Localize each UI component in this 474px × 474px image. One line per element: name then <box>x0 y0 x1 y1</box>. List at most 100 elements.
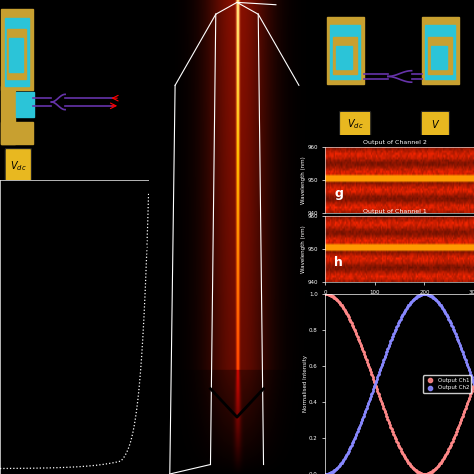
Output Ch2 <box>436 300 443 308</box>
Output Ch2 <box>424 291 432 298</box>
Output Ch2 <box>382 350 390 358</box>
Output Ch2 <box>465 365 473 373</box>
Output Ch2 <box>440 306 447 314</box>
Output Ch1 <box>432 465 439 472</box>
Output Ch2 <box>410 295 418 303</box>
Output Ch1 <box>327 292 335 299</box>
Output Ch2 <box>329 468 337 474</box>
Output Ch2 <box>419 291 427 298</box>
Output Ch2 <box>323 470 331 474</box>
Output Ch1 <box>400 451 407 459</box>
Output Ch1 <box>405 459 412 466</box>
Output Ch1 <box>466 392 474 400</box>
Output Ch2 <box>424 291 431 298</box>
Output Ch1 <box>383 413 391 421</box>
Output Ch1 <box>352 328 359 335</box>
Output Ch1 <box>390 430 397 438</box>
Output Ch1 <box>341 306 348 314</box>
Output Ch2 <box>428 292 436 300</box>
Output Ch1 <box>344 312 352 320</box>
Output Ch2 <box>458 347 466 355</box>
Output Ch1 <box>450 433 458 440</box>
Output Ch1 <box>452 430 459 438</box>
Output Ch2 <box>468 374 474 381</box>
Output Ch1 <box>449 437 456 445</box>
Output Ch1 <box>434 462 442 469</box>
FancyBboxPatch shape <box>5 149 31 182</box>
Output Ch1 <box>339 303 346 311</box>
Output Ch2 <box>437 302 445 310</box>
Output Ch1 <box>323 291 331 298</box>
Output Ch1 <box>426 469 434 474</box>
Output Ch2 <box>385 341 393 348</box>
Output Ch1 <box>392 436 400 443</box>
Output Ch1 <box>455 423 462 430</box>
FancyBboxPatch shape <box>421 111 449 137</box>
Output Ch2 <box>421 290 428 298</box>
Bar <box>431 46 447 69</box>
Output Ch2 <box>352 431 360 439</box>
Output Ch2 <box>349 438 356 446</box>
Output Ch1 <box>403 456 410 464</box>
Output Ch2 <box>452 332 460 339</box>
Output Ch2 <box>429 294 437 301</box>
Output Ch1 <box>415 469 422 474</box>
Output Ch2 <box>378 360 386 367</box>
Output Ch2 <box>426 292 434 299</box>
Output Ch2 <box>418 291 425 298</box>
Output Ch2 <box>325 470 333 474</box>
Output Ch1 <box>380 405 388 413</box>
Output Ch2 <box>405 302 412 310</box>
Output Ch1 <box>468 385 474 393</box>
Output Ch1 <box>362 355 370 363</box>
Output Ch2 <box>465 366 473 374</box>
Text: CCD: CCD <box>121 101 137 110</box>
Output Ch2 <box>360 412 367 419</box>
Output Ch2 <box>442 310 450 318</box>
Output Ch2 <box>413 293 420 301</box>
Output Ch2 <box>352 433 359 440</box>
Output Ch2 <box>371 382 378 390</box>
Output Ch1 <box>428 467 436 474</box>
Output Ch1 <box>357 342 365 350</box>
Output Ch1 <box>391 433 399 440</box>
Output Ch1 <box>350 324 357 331</box>
Output Ch1 <box>337 300 344 308</box>
Output Ch1 <box>431 465 438 473</box>
Bar <box>5 18 28 86</box>
Output Ch1 <box>406 460 413 468</box>
Output Ch2 <box>337 459 345 467</box>
Output Ch2 <box>462 356 469 364</box>
Output Ch2 <box>456 339 463 347</box>
Output Ch1 <box>341 307 349 315</box>
Bar <box>425 25 455 79</box>
Output Ch1 <box>470 380 474 388</box>
Output Ch2 <box>439 305 447 313</box>
Text: e: e <box>304 9 315 25</box>
Output Ch1 <box>382 410 390 418</box>
Output Ch2 <box>443 312 451 320</box>
Output Ch2 <box>402 305 410 313</box>
Output Ch2 <box>433 297 440 304</box>
Output Ch1 <box>364 358 371 366</box>
Output Ch1 <box>337 301 345 309</box>
Text: g: g <box>334 187 343 200</box>
Output Ch1 <box>353 330 360 338</box>
Output Ch2 <box>438 304 446 312</box>
Output Ch2 <box>410 295 418 302</box>
Bar <box>16 92 34 117</box>
Output Ch1 <box>342 308 349 316</box>
Output Ch2 <box>436 301 444 309</box>
Text: $V_{dc}$: $V_{dc}$ <box>347 117 364 131</box>
Output Ch1 <box>374 387 381 394</box>
Output Ch1 <box>401 454 409 462</box>
Output Ch1 <box>401 452 408 460</box>
Output Ch2 <box>369 387 376 394</box>
Output Ch1 <box>380 404 387 411</box>
Output Ch1 <box>410 465 417 472</box>
Output Ch2 <box>353 430 360 438</box>
Output Ch1 <box>363 356 370 364</box>
Output Ch1 <box>332 295 340 303</box>
Output Ch2 <box>410 296 417 303</box>
Output Ch1 <box>427 469 434 474</box>
